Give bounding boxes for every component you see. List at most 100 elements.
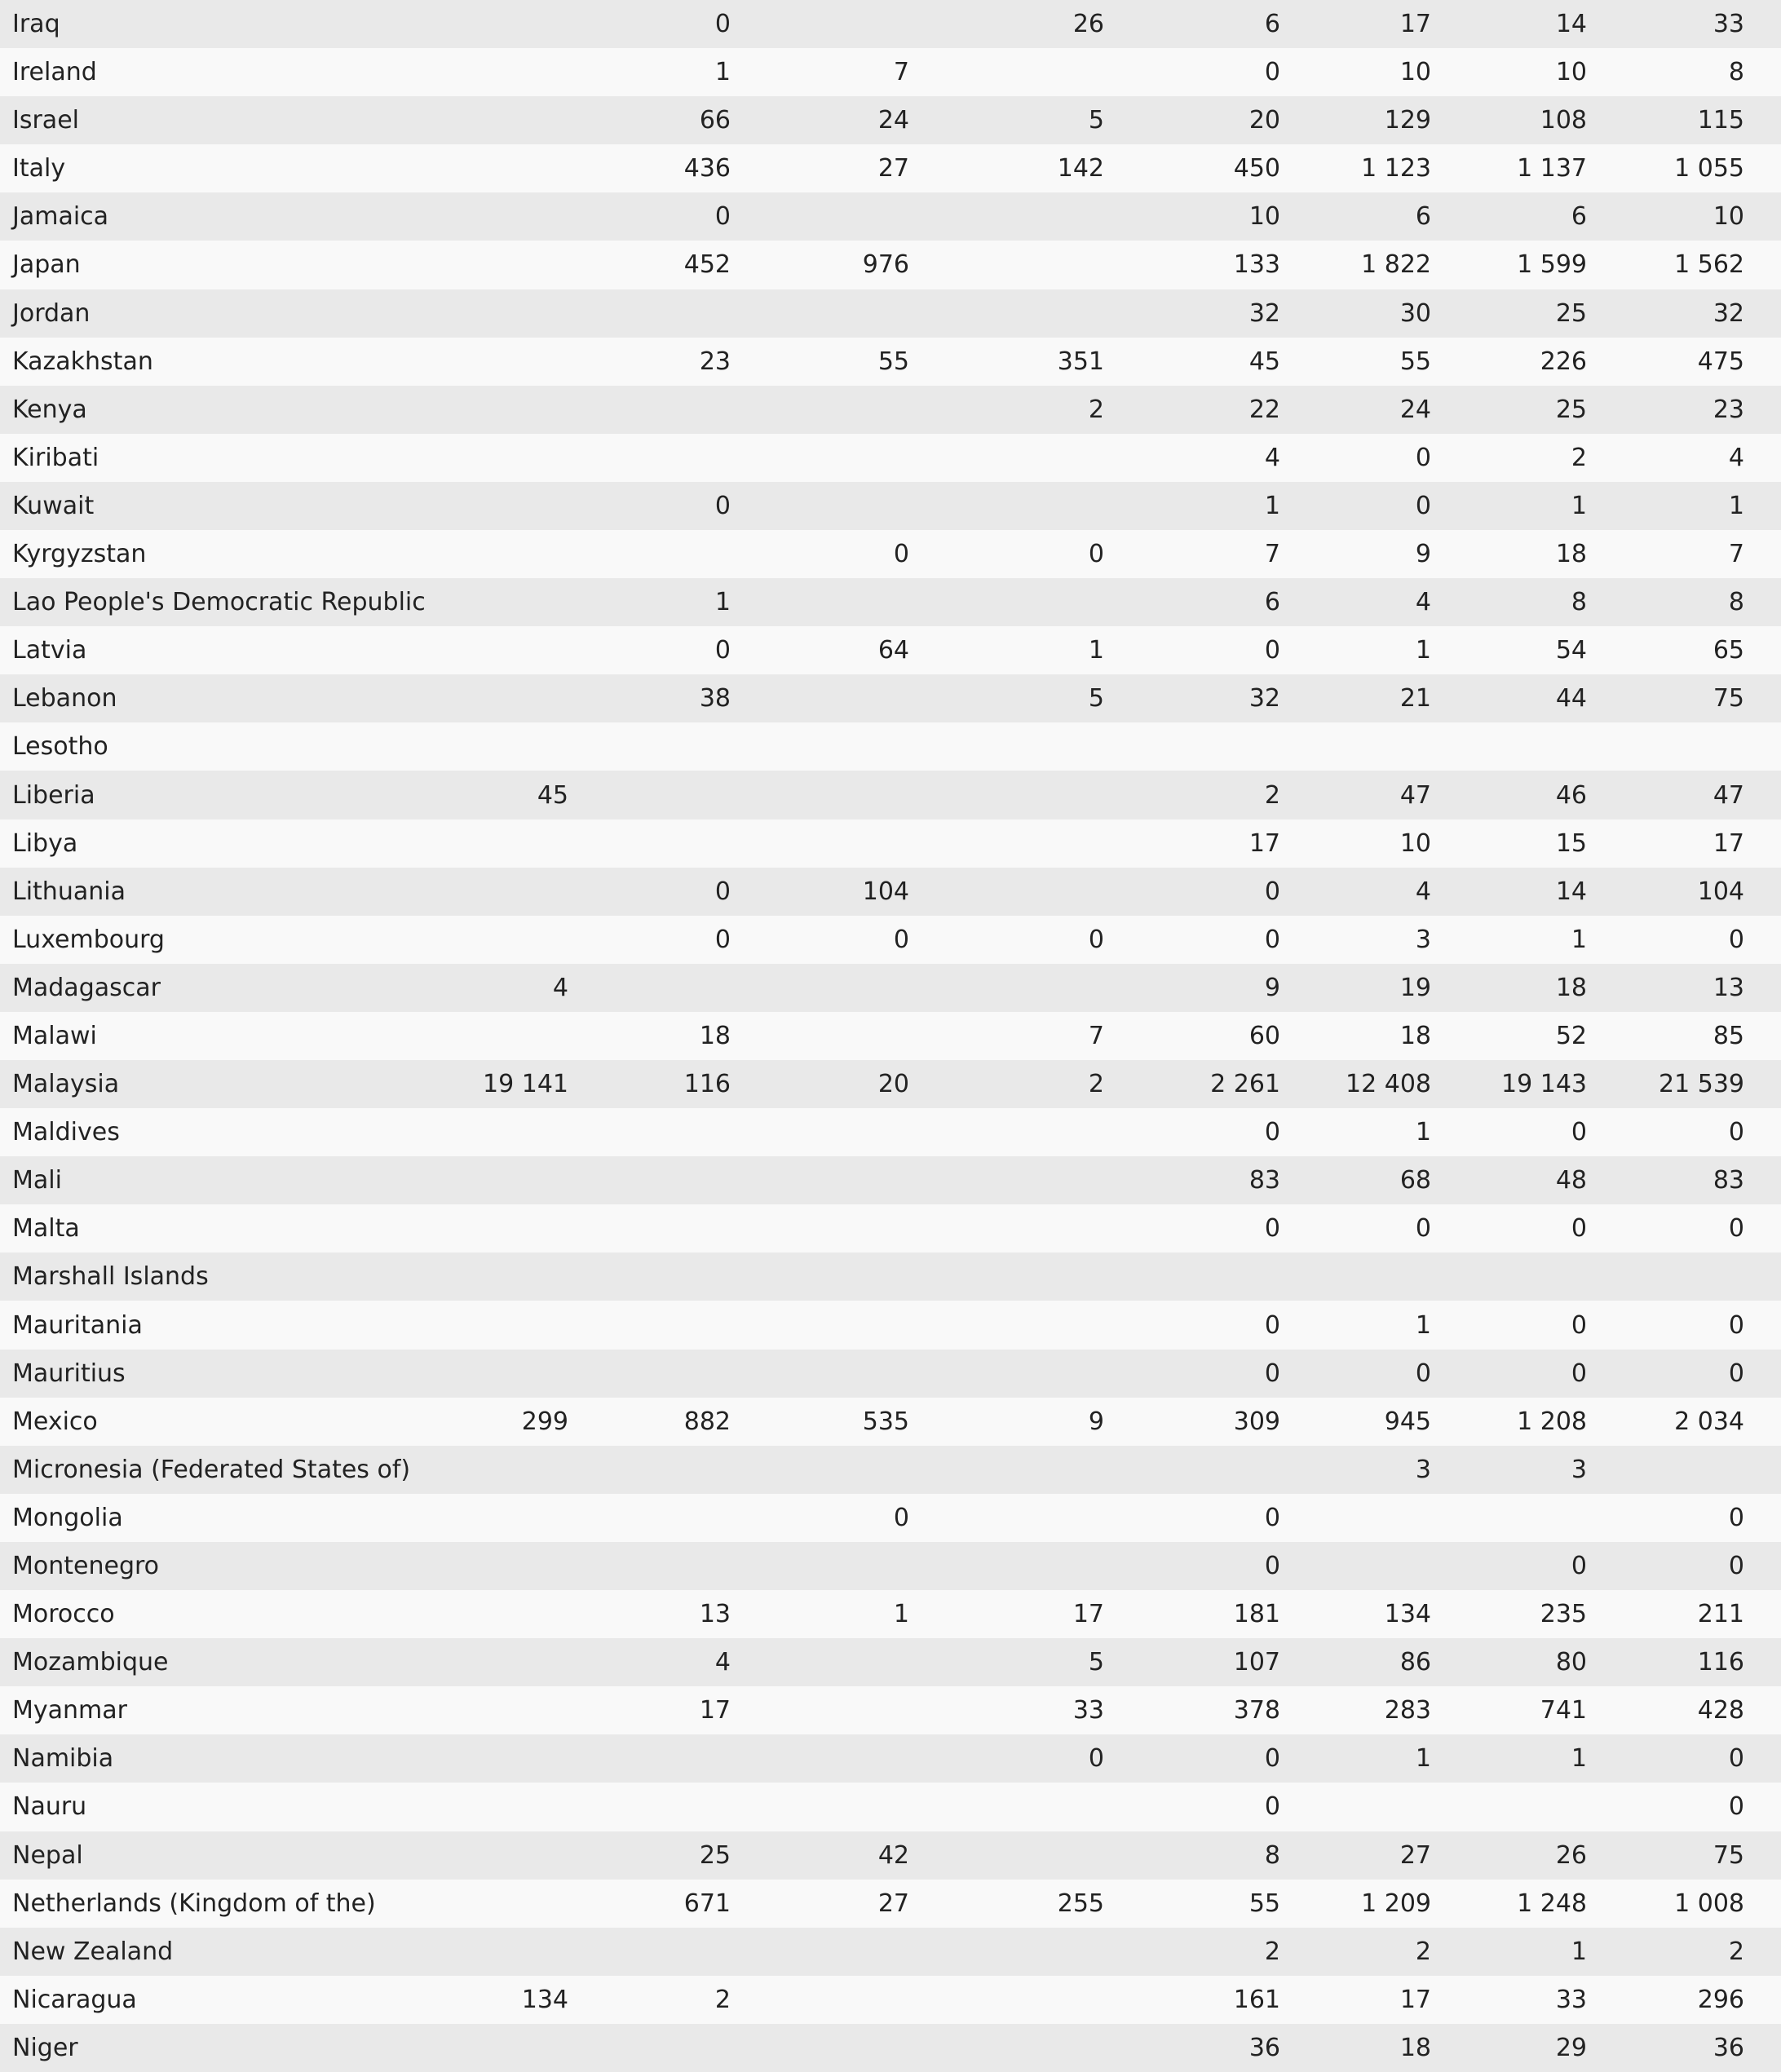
value-cell: 0 [714, 925, 731, 954]
value-cell: 1 [1264, 491, 1280, 520]
value-cell: 65 [1712, 636, 1744, 665]
value-cell: 2 [1571, 443, 1587, 472]
value-cell: 115 [1697, 106, 1744, 135]
value-cell: 133 [1233, 250, 1280, 280]
value-cell: 42 [877, 1840, 909, 1870]
value-cell: 18 [1555, 973, 1587, 1002]
country-name: Lao People's Democratic Republic [12, 588, 426, 617]
value-cell: 18 [699, 1021, 731, 1050]
value-cell: 17 [1399, 1985, 1431, 2014]
value-cell: 0 [1728, 1744, 1744, 1774]
value-cell: 64 [877, 636, 909, 665]
value-cell: 17 [699, 1696, 731, 1725]
table-row: Lesotho [0, 722, 1781, 771]
value-cell: 428 [1697, 1696, 1744, 1725]
value-cell: 36 [1712, 2033, 1744, 2062]
table-row: Malawi 18 7 60 18 52 85 [0, 1011, 1781, 1061]
value-cell: 24 [1399, 395, 1431, 424]
value-cell: 4 [1264, 443, 1280, 472]
country-name: Mauritius [12, 1359, 126, 1388]
value-cell: 4 [1415, 877, 1431, 906]
country-name: Kuwait [12, 491, 95, 520]
value-cell: 25 [1555, 395, 1587, 424]
value-cell: 22 [1248, 395, 1280, 424]
value-cell: 107 [1233, 1648, 1280, 1677]
value-cell: 20 [877, 1070, 909, 1099]
country-name: Jamaica [12, 202, 109, 232]
country-name: Iraq [12, 10, 60, 39]
value-cell: 4 [1728, 443, 1744, 472]
value-cell: 38 [699, 684, 731, 713]
table-row: Madagascar 4 9 19 18 13 [0, 963, 1781, 1012]
value-cell: 36 [1248, 2033, 1280, 2062]
value-cell: 55 [877, 347, 909, 376]
value-cell: 741 [1540, 1696, 1587, 1725]
table-row: Mauritania 0 1 0 0 [0, 1301, 1781, 1350]
value-cell: 4 [714, 1648, 731, 1677]
value-cell: 1 [714, 58, 731, 87]
value-cell: 0 [1264, 1118, 1280, 1147]
value-cell: 2 [1088, 1070, 1104, 1099]
value-cell: 80 [1555, 1648, 1587, 1677]
value-cell: 0 [1728, 1118, 1744, 1147]
table-row: Micronesia (Federated States of) 3 3 [0, 1445, 1781, 1494]
value-cell: 25 [1555, 298, 1587, 328]
value-cell: 378 [1233, 1696, 1280, 1725]
country-name: Luxembourg [12, 925, 165, 954]
table-row: Mauritius 0 0 0 0 [0, 1349, 1781, 1398]
value-cell: 1 208 [1517, 1407, 1587, 1436]
value-cell: 1 137 [1517, 154, 1587, 183]
value-cell: 0 [1088, 925, 1104, 954]
value-cell: 32 [1248, 298, 1280, 328]
value-cell: 0 [1571, 1118, 1587, 1147]
value-cell: 17 [1712, 828, 1744, 858]
country-name: Kyrgyzstan [12, 540, 147, 569]
country-name: Montenegro [12, 1552, 160, 1580]
value-cell: 0 [893, 925, 909, 954]
value-cell: 1 [1571, 925, 1587, 954]
value-cell: 0 [1264, 636, 1280, 665]
value-cell: 945 [1384, 1407, 1431, 1436]
table-row: Malta 0 0 0 0 [0, 1204, 1781, 1253]
value-cell: 0 [1264, 1359, 1280, 1388]
value-cell: 55 [1248, 1889, 1280, 1918]
value-cell: 27 [877, 1889, 909, 1918]
value-cell: 0 [714, 636, 731, 665]
country-name: Mauritania [12, 1310, 143, 1340]
country-name: Marshall Islands [12, 1262, 209, 1292]
value-cell: 19 141 [483, 1070, 568, 1099]
country-name: New Zealand [12, 1937, 174, 1966]
value-cell: 27 [1399, 1840, 1431, 1870]
value-cell: 1 248 [1517, 1889, 1587, 1918]
value-cell: 0 [1571, 1359, 1587, 1388]
value-cell: 47 [1399, 780, 1431, 810]
value-cell: 17 [1248, 828, 1280, 858]
value-cell: 0 [1728, 1310, 1744, 1340]
value-cell: 52 [1555, 1021, 1587, 1050]
table-row: Israel 66 24 5 20 129 108 115 [0, 96, 1781, 145]
value-cell: 5 [1088, 1648, 1104, 1677]
value-cell: 14 [1555, 10, 1587, 39]
table-row: Mexico 299 882 535 9 309 945 1 208 2 034 [0, 1397, 1781, 1446]
country-name: Jordan [12, 298, 91, 328]
country-name: Lithuania [12, 877, 126, 906]
table-row: Iraq 0 26 6 17 14 33 [0, 0, 1781, 49]
value-cell: 104 [862, 877, 909, 906]
value-cell: 25 [699, 1840, 731, 1870]
value-cell: 0 [714, 202, 731, 232]
country-name: Namibia [12, 1744, 114, 1774]
table-row: Lao People's Democratic Republic 1 6 4 8 8 [0, 578, 1781, 627]
value-cell: 296 [1697, 1985, 1744, 2014]
value-cell: 299 [521, 1407, 568, 1436]
table-row: Mongolia 0 0 0 [0, 1493, 1781, 1542]
value-cell: 235 [1540, 1600, 1587, 1629]
value-cell: 0 [1415, 1359, 1431, 1388]
table-row: Kyrgyzstan 0 0 7 9 18 7 [0, 530, 1781, 579]
value-cell: 8 [1728, 58, 1744, 87]
value-cell: 1 055 [1674, 154, 1744, 183]
value-cell: 10 [1399, 58, 1431, 87]
value-cell: 85 [1712, 1021, 1744, 1050]
value-cell: 68 [1399, 1166, 1431, 1195]
value-cell: 55 [1399, 347, 1431, 376]
value-cell: 19 [1399, 973, 1431, 1002]
